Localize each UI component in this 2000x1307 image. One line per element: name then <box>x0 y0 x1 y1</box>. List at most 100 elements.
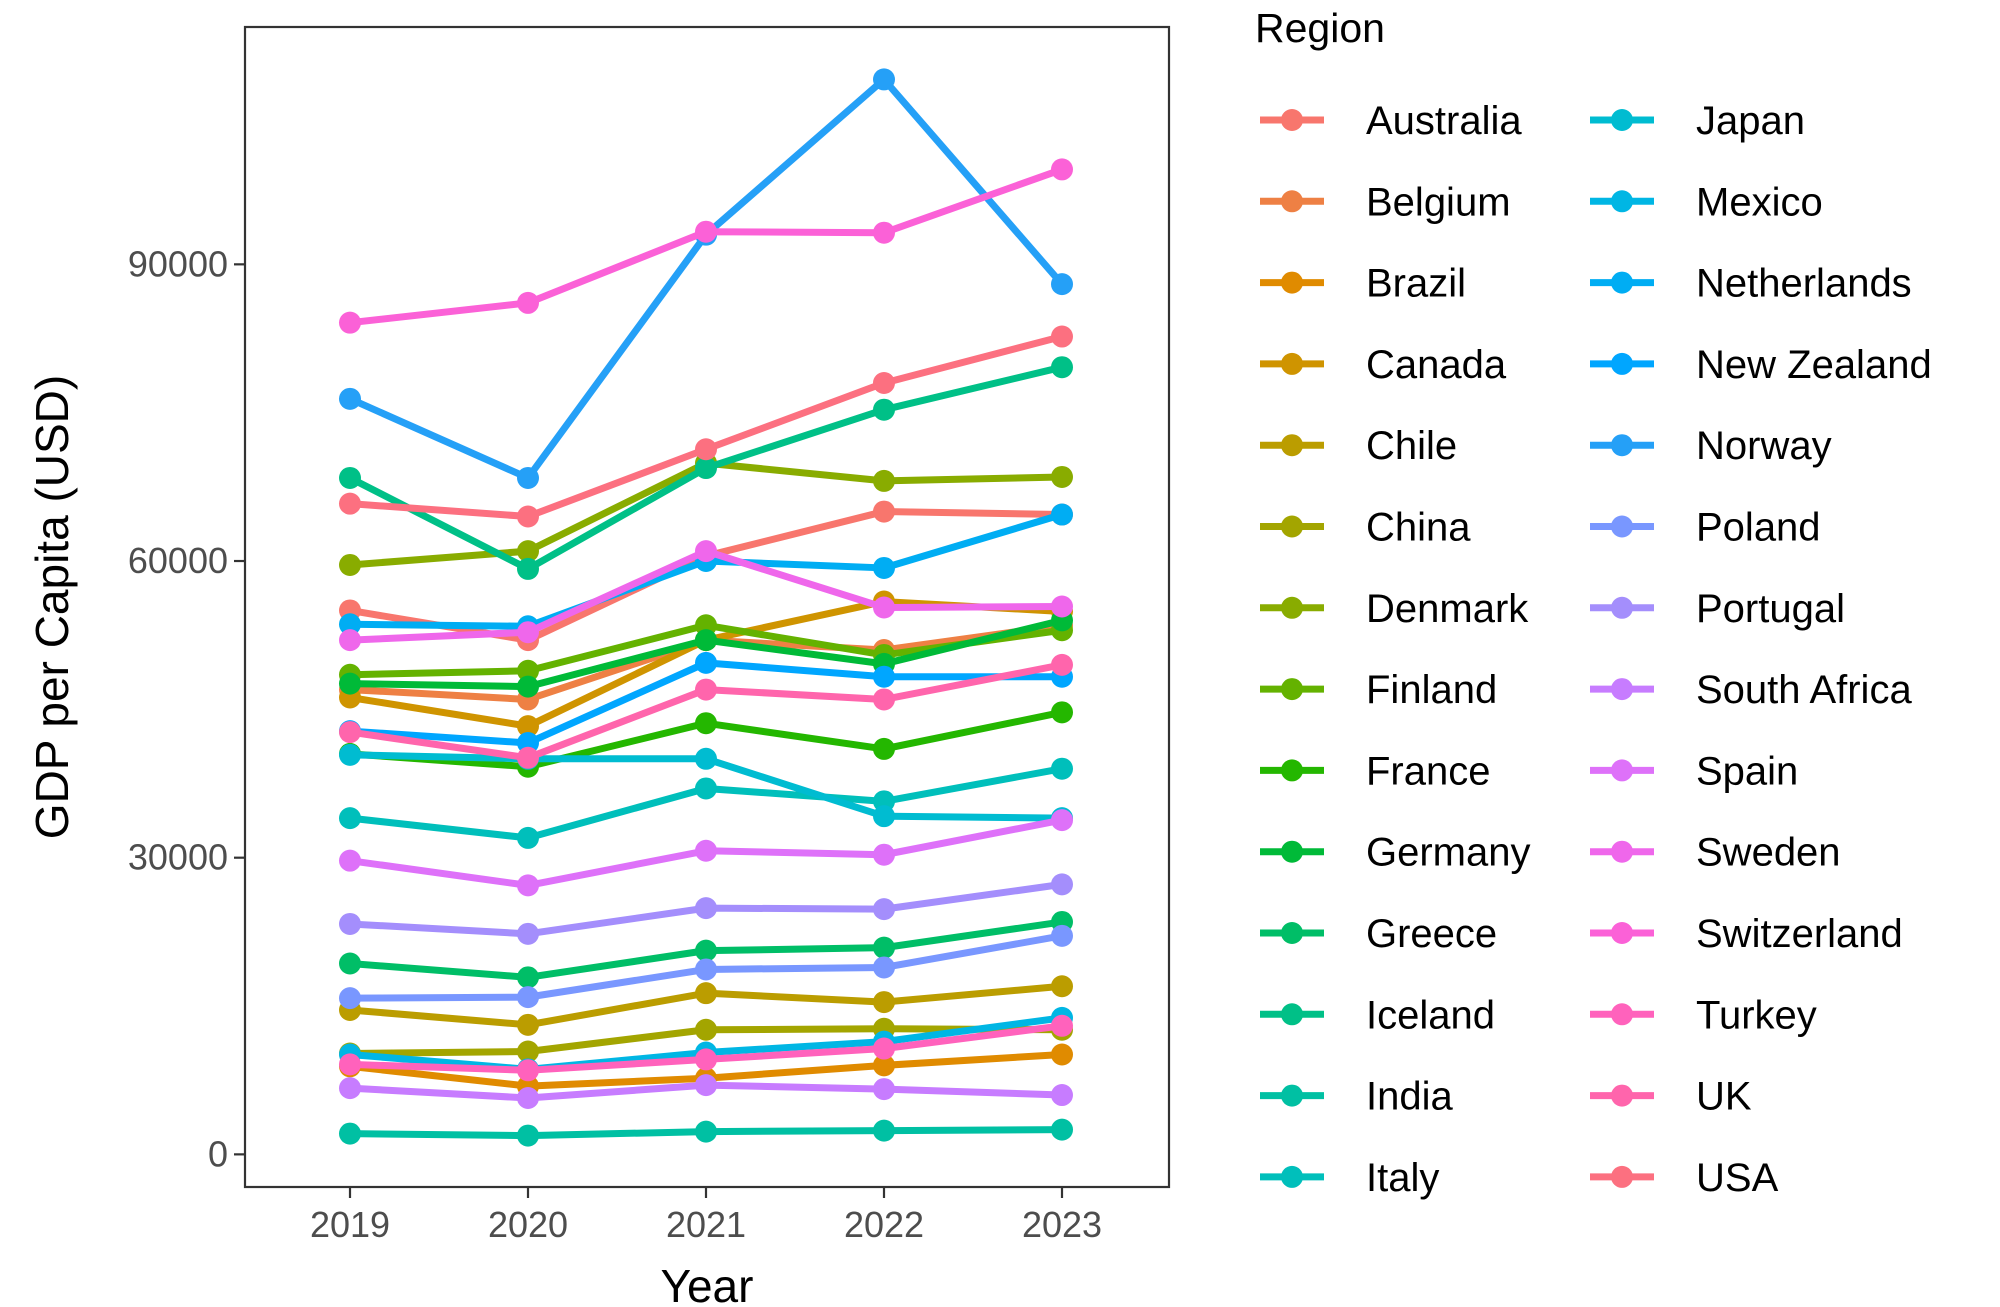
data-point-spain <box>517 874 539 896</box>
legend-label: Netherlands <box>1696 262 1912 306</box>
legend-item-italy: Italy <box>1260 1156 1439 1200</box>
legend-key-point <box>1611 109 1633 131</box>
data-point-sweden <box>695 540 717 562</box>
legend-label: Germany <box>1366 831 1531 875</box>
legend-key-point <box>1611 841 1633 863</box>
data-point-iceland <box>1051 356 1073 378</box>
data-point-greece <box>695 940 717 962</box>
legend-key-point <box>1611 272 1633 294</box>
legend-label: South Africa <box>1696 668 1912 712</box>
legend-key-point <box>1281 597 1303 619</box>
x-tick-label: 2023 <box>1022 1204 1102 1245</box>
data-point-new-zealand <box>695 652 717 674</box>
y-tick-label: 90000 <box>128 243 228 284</box>
legend-key-point <box>1611 190 1633 212</box>
y-axis-title: GDP per Capita (USD) <box>26 375 78 839</box>
data-point-denmark <box>873 470 895 492</box>
data-point-sweden <box>1051 596 1073 618</box>
legend-item-poland: Poland <box>1590 506 1821 550</box>
data-point-denmark <box>1051 466 1073 488</box>
legend-key-point <box>1281 109 1303 131</box>
data-point-india <box>695 1121 717 1143</box>
data-point-australia <box>873 501 895 523</box>
legend-key-point <box>1281 922 1303 944</box>
legend-label: Mexico <box>1696 180 1823 224</box>
legend-label: India <box>1366 1075 1453 1119</box>
data-point-usa <box>695 438 717 460</box>
legend-label: Portugal <box>1696 587 1845 631</box>
data-point-france <box>1051 701 1073 723</box>
legend-label: New Zealand <box>1696 343 1932 387</box>
data-point-usa <box>339 493 361 515</box>
data-point-france <box>873 738 895 760</box>
data-point-iceland <box>873 399 895 421</box>
data-point-turkey <box>695 1048 717 1070</box>
data-point-chile <box>873 991 895 1013</box>
legend-label: Japan <box>1696 99 1805 143</box>
legend-label: USA <box>1696 1156 1779 1200</box>
data-point-greece <box>339 953 361 975</box>
data-point-greece <box>517 966 539 988</box>
data-point-japan <box>695 748 717 770</box>
legend-key-point <box>1281 516 1303 538</box>
data-point-usa <box>1051 326 1073 348</box>
legend-item-canada: Canada <box>1260 343 1507 387</box>
x-tick-label: 2020 <box>488 1204 568 1245</box>
legend-item-iceland: Iceland <box>1260 993 1495 1037</box>
legend-item-greece: Greece <box>1260 912 1497 956</box>
data-point-india <box>1051 1119 1073 1141</box>
legend-label: China <box>1366 506 1471 550</box>
data-point-italy <box>517 827 539 849</box>
data-point-usa <box>517 506 539 528</box>
data-point-south-africa <box>695 1074 717 1096</box>
legend-label: France <box>1366 749 1491 793</box>
legend-item-china: China <box>1260 506 1471 550</box>
data-point-spain <box>339 850 361 872</box>
data-point-portugal <box>517 923 539 945</box>
x-tick-label: 2019 <box>310 1204 390 1245</box>
data-point-portugal <box>873 898 895 920</box>
data-point-china <box>695 1019 717 1041</box>
legend-label: Canada <box>1366 343 1507 387</box>
data-point-usa <box>873 372 895 394</box>
data-point-netherlands <box>873 557 895 579</box>
legend-item-new-zealand: New Zealand <box>1590 343 1932 387</box>
y-axis: 0300006000090000 <box>128 243 245 1174</box>
data-point-norway <box>873 68 895 90</box>
legend-key-point <box>1611 922 1633 944</box>
legend-label: Belgium <box>1366 180 1511 224</box>
x-tick-label: 2021 <box>666 1204 746 1245</box>
data-point-uk <box>695 679 717 701</box>
legend-item-france: France <box>1260 749 1491 793</box>
legend-label: Spain <box>1696 749 1798 793</box>
legend-key-point <box>1281 434 1303 456</box>
data-point-chile <box>1051 975 1073 997</box>
legend-item-australia: Australia <box>1260 99 1522 143</box>
legend-key-point <box>1281 1085 1303 1107</box>
x-tick-label: 2022 <box>844 1204 924 1245</box>
x-axis: 2019 2020 2021 2022 2023 <box>310 1187 1102 1245</box>
data-point-poland <box>873 956 895 978</box>
legend-item-portugal: Portugal <box>1590 587 1845 631</box>
data-point-germany <box>517 676 539 698</box>
data-point-brazil <box>1051 1043 1073 1065</box>
data-point-netherlands <box>1051 504 1073 526</box>
data-point-new-zealand <box>873 666 895 688</box>
legend-item-denmark: Denmark <box>1260 587 1529 631</box>
data-point-poland <box>339 987 361 1009</box>
y-tick-label: 30000 <box>128 837 228 878</box>
data-point-iceland <box>339 467 361 489</box>
legend-label: Brazil <box>1366 262 1466 306</box>
legend-label: UK <box>1696 1075 1752 1119</box>
legend-key-point <box>1611 1085 1633 1107</box>
data-point-switzerland <box>1051 158 1073 180</box>
legend-title: Region <box>1255 5 1385 51</box>
legend-key-point <box>1611 353 1633 375</box>
legend-label: Switzerland <box>1696 912 1903 956</box>
data-point-india <box>517 1125 539 1147</box>
legend-key-point <box>1281 1166 1303 1188</box>
data-point-germany <box>339 673 361 695</box>
data-point-south-africa <box>339 1077 361 1099</box>
legend-item-turkey: Turkey <box>1590 993 1817 1037</box>
legend-label: Greece <box>1366 912 1497 956</box>
